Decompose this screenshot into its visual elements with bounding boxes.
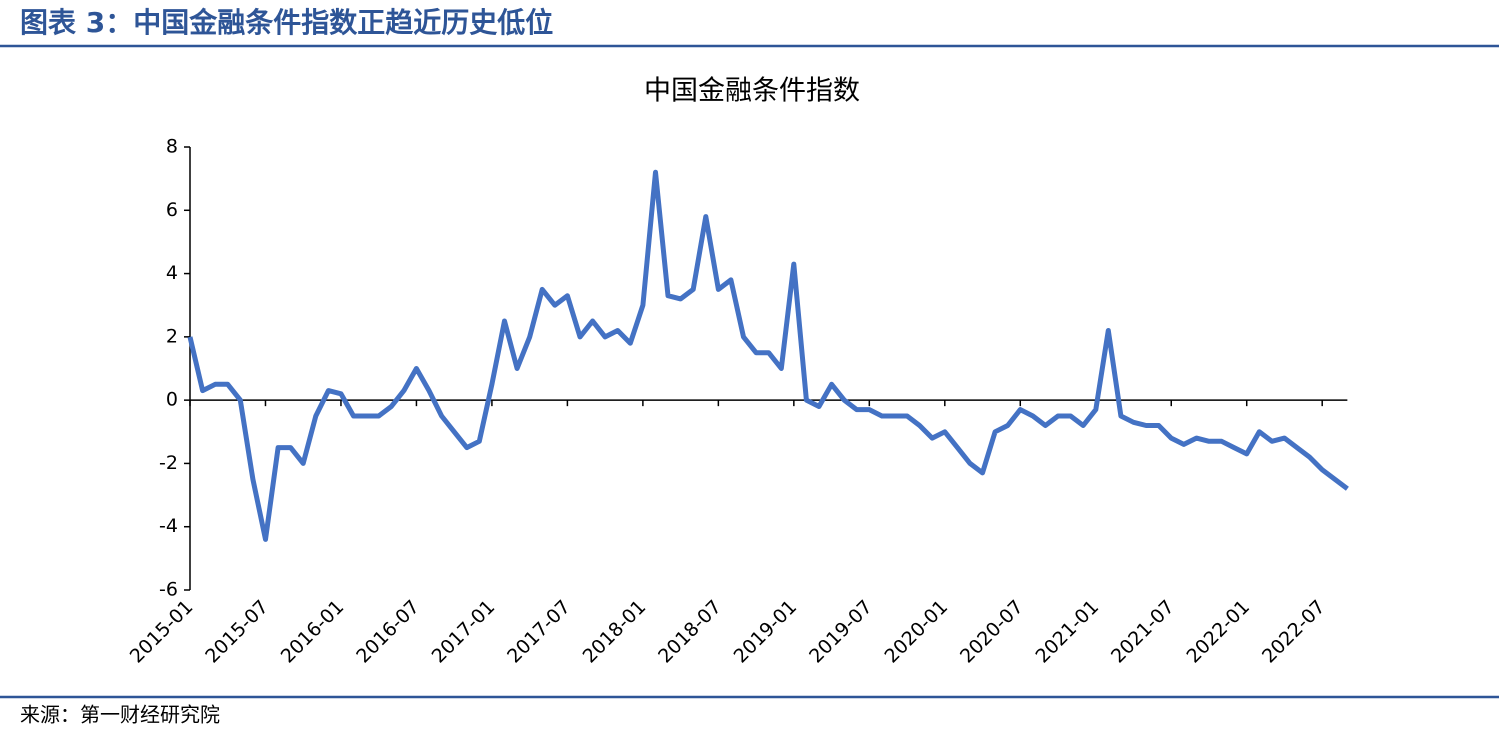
y-tick-label: 2 [166,325,178,347]
y-tick-label: -2 [159,452,178,474]
y-tick-label: 0 [166,389,178,411]
y-tick-label: -6 [159,579,178,601]
x-tick-label: 2022-07 [1258,596,1330,668]
x-tick-label: 2020-01 [881,596,953,668]
x-tick-label: 2017-07 [503,596,575,668]
y-tick-label: 8 [166,136,178,158]
x-tick-label: 2020-07 [956,596,1028,668]
x-tick-label: 2017-01 [428,596,500,668]
x-tick-label: 2021-01 [1031,596,1103,668]
x-tick-label: 2019-07 [805,596,877,668]
page-title: 图表 3：中国金融条件指数正趋近历史低位 [20,6,553,39]
y-tick-label: 6 [166,199,178,221]
data-line [187,169,1349,542]
x-tick-label: 2022-01 [1182,596,1254,668]
x-tick-label: 2016-01 [277,596,349,668]
x-tick-label: 2015-01 [126,596,198,668]
x-tick-label: 2019-01 [730,596,802,668]
y-tick-label: 4 [166,262,178,284]
x-tick-label: 2016-07 [352,596,424,668]
x-tick-label: 2018-07 [654,596,726,668]
source-note: 来源：第一财经研究院 [20,703,220,727]
chart-title: 中国金融条件指数 [644,76,860,107]
x-tick-label: 2018-01 [579,596,651,668]
y-tick-label: -4 [159,515,178,537]
x-tick-label: 2015-07 [201,596,273,668]
x-tick-label: 2021-07 [1107,596,1179,668]
